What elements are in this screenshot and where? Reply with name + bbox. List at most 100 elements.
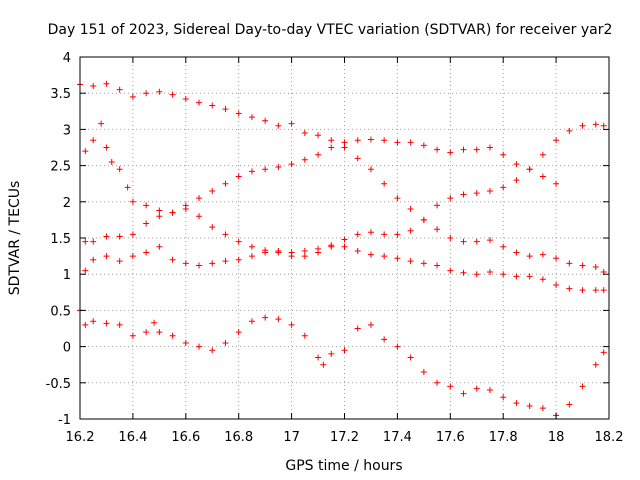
data-point xyxy=(103,320,110,327)
series-sat-d xyxy=(82,121,607,274)
data-point xyxy=(367,166,374,173)
data-point xyxy=(328,144,335,151)
data-point xyxy=(182,202,189,209)
x-tick-label: 18.2 xyxy=(595,430,624,445)
data-point xyxy=(129,93,136,100)
data-point xyxy=(420,260,427,267)
data-point xyxy=(116,258,123,265)
data-point xyxy=(235,238,242,245)
data-point xyxy=(196,213,203,220)
data-point xyxy=(460,146,467,153)
data-point xyxy=(288,120,295,127)
data-point xyxy=(486,269,493,276)
data-point xyxy=(288,249,295,256)
data-point xyxy=(169,209,176,216)
data-point xyxy=(486,187,493,194)
x-tick-label: 17.2 xyxy=(330,430,359,445)
data-point xyxy=(301,248,308,255)
data-point xyxy=(275,248,282,255)
data-point xyxy=(235,256,242,263)
data-point xyxy=(196,195,203,202)
data-point xyxy=(169,91,176,98)
data-point xyxy=(394,195,401,202)
data-point xyxy=(103,233,110,240)
data-point xyxy=(473,271,480,278)
data-point xyxy=(420,216,427,223)
data-point xyxy=(600,349,607,356)
data-point xyxy=(486,387,493,394)
data-point xyxy=(116,166,123,173)
data-point xyxy=(513,400,520,407)
x-tick-label: 17.8 xyxy=(489,430,518,445)
data-point xyxy=(129,198,136,205)
data-point xyxy=(248,114,255,121)
series-sat-a xyxy=(77,80,607,276)
data-point xyxy=(381,180,388,187)
data-point xyxy=(315,245,322,252)
data-point xyxy=(394,139,401,146)
data-point xyxy=(579,287,586,294)
data-point xyxy=(553,180,560,187)
data-point xyxy=(169,256,176,263)
data-point xyxy=(262,249,269,256)
data-point xyxy=(301,156,308,163)
data-point xyxy=(367,251,374,258)
data-point xyxy=(320,361,327,368)
data-point xyxy=(235,173,242,180)
data-point xyxy=(116,321,123,328)
series-sat-c xyxy=(82,136,560,245)
data-point xyxy=(116,233,123,240)
data-point xyxy=(381,231,388,238)
data-point xyxy=(434,146,441,153)
data-point xyxy=(434,202,441,209)
data-point xyxy=(222,231,229,238)
data-point xyxy=(526,253,533,260)
data-point xyxy=(420,142,427,149)
data-point xyxy=(592,287,599,294)
data-point xyxy=(407,227,414,234)
data-point xyxy=(129,253,136,260)
data-point xyxy=(341,144,348,151)
x-tick-label: 18 xyxy=(548,430,565,445)
data-point xyxy=(315,354,322,361)
data-point xyxy=(539,173,546,180)
data-point xyxy=(196,99,203,106)
data-point xyxy=(90,256,97,263)
data-point xyxy=(315,151,322,158)
data-point xyxy=(420,368,427,375)
data-point xyxy=(407,354,414,361)
data-point xyxy=(407,258,414,265)
data-point xyxy=(209,187,216,194)
x-tick-label: 17 xyxy=(283,430,300,445)
data-point xyxy=(103,144,110,151)
data-point xyxy=(381,336,388,343)
data-point xyxy=(566,401,573,408)
data-point xyxy=(434,262,441,269)
y-tick-label: 0 xyxy=(63,341,71,356)
data-point xyxy=(500,271,507,278)
data-point xyxy=(124,184,131,191)
data-point xyxy=(222,339,229,346)
data-point xyxy=(196,343,203,350)
data-point xyxy=(143,329,150,336)
data-point xyxy=(460,269,467,276)
y-tick-label: 4 xyxy=(63,51,71,66)
data-point xyxy=(394,231,401,238)
data-point xyxy=(579,383,586,390)
y-tick-label: 1 xyxy=(63,268,71,283)
data-point xyxy=(434,379,441,386)
data-point xyxy=(222,258,229,265)
data-point xyxy=(341,347,348,354)
data-point xyxy=(182,260,189,267)
data-point xyxy=(341,236,348,243)
data-point xyxy=(447,267,454,274)
data-point xyxy=(500,151,507,158)
data-point xyxy=(539,151,546,158)
data-point xyxy=(473,385,480,392)
data-point xyxy=(328,137,335,144)
data-point xyxy=(513,161,520,168)
data-point xyxy=(394,255,401,262)
x-tick-label: 16.2 xyxy=(66,430,95,445)
data-point xyxy=(500,243,507,250)
